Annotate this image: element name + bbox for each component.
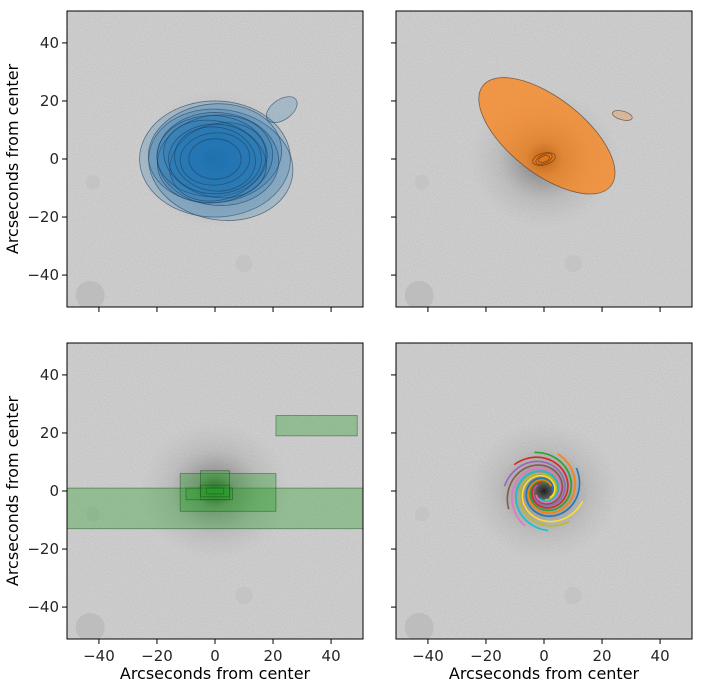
ellipse-10 [179,132,251,186]
y-tick-label: 40 [40,366,59,384]
galaxy-image [468,421,620,561]
star [564,586,582,605]
ellipse-9 [174,126,256,192]
y-tick-label: 40 [40,34,59,52]
ellipse-0 [478,77,616,195]
x-tick-label: −20 [470,647,502,665]
ellipse-7 [169,122,267,202]
ellipse-2 [535,153,553,165]
star [85,174,101,190]
ellipse-11 [188,138,242,180]
panel-bottom-right: −40 −20 0 20 40 Arcseconds from center [391,342,693,683]
x-tick-label: −40 [83,647,115,665]
ellipse-8 [168,123,262,195]
bright-star [404,612,434,639]
box-5 [200,484,230,498]
ellipse-4 [612,110,633,121]
y-tick-label: 0 [49,482,59,500]
x-tick-label: 20 [263,647,282,665]
y-tick-label: −40 [27,598,59,616]
ellipse-3 [538,155,550,163]
box-6 [205,487,225,495]
y-tick-label: −20 [27,540,59,558]
x-tick-label: 0 [210,647,220,665]
spiral-arm-3 [513,456,569,509]
spiral-arm-6 [511,467,561,527]
x-tick-label: −20 [141,647,173,665]
spiral-arm-4 [503,460,566,507]
x-tick-label: 40 [322,647,341,665]
star [85,506,101,522]
box-1 [275,415,358,437]
spiral-arm-5 [506,464,564,510]
y-tick-label: 0 [49,150,59,168]
spiral-arm-8 [518,472,571,527]
star [414,506,430,522]
y-tick-label: 20 [40,92,59,110]
bright-star [75,280,105,307]
spiral-arm-7 [515,470,559,532]
x-tick-label: 0 [539,647,549,665]
star [235,254,253,273]
panel-top-right [391,10,693,312]
ellipse-1 [148,108,294,221]
bright-star [404,280,434,307]
bright-star [75,612,105,639]
spiral-arm-1 [527,453,576,514]
y-tick-label: −40 [27,266,59,284]
ellipse-1 [532,152,556,166]
star [414,174,430,190]
x-axis-label: Arcseconds from center [120,664,311,683]
x-axis-label: Arcseconds from center [449,664,640,683]
box-0 [67,487,363,530]
spiral-arm-9 [521,474,584,523]
spiral-arm-2 [529,451,573,512]
y-axis-label: Arcseconds from center [3,63,22,254]
star [564,254,582,273]
y-tick-label: 20 [40,424,59,442]
x-tick-label: −40 [412,647,444,665]
galaxy-image [139,421,291,561]
ellipse-12 [265,96,298,124]
spiral-arm-0 [525,467,581,517]
y-axis-label: Arcseconds from center [3,395,22,586]
x-tick-label: 20 [592,647,611,665]
box-2 [179,473,277,512]
panel-top-left: −40 −20 0 20 40 Arcseconds from center [3,10,364,312]
panel-bottom-left: −40 −20 0 20 40 −40 −20 0 20 40 Arcseconds from ce… [3,342,364,683]
x-tick-label: 40 [651,647,670,665]
star [235,586,253,605]
y-tick-label: −20 [27,208,59,226]
